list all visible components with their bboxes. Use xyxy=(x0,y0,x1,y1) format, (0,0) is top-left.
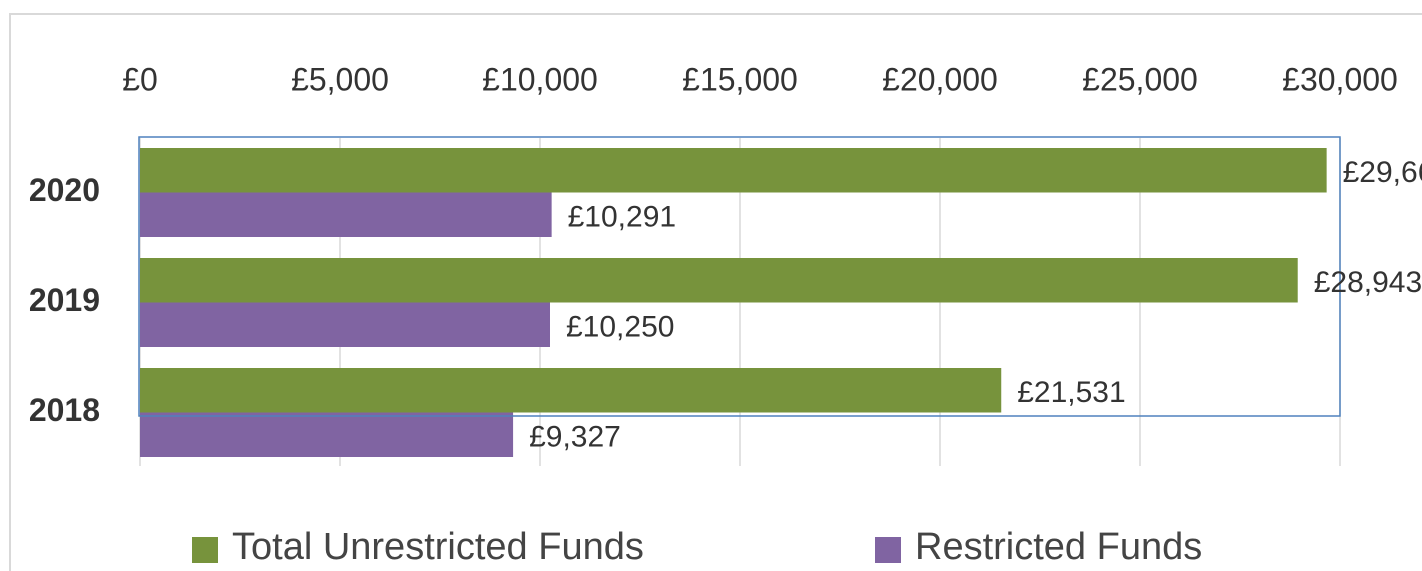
data-label: £10,250 xyxy=(566,311,674,344)
labels: £0 £5,000 £10,000 £15,000 £20,000 £25,000 £30,… xyxy=(29,61,1422,568)
data-label: £21,531 xyxy=(1017,376,1125,409)
bar xyxy=(140,192,552,237)
data-label: £9,327 xyxy=(529,421,621,454)
bar xyxy=(140,302,550,347)
legend-swatch xyxy=(192,537,218,563)
legend-swatch xyxy=(875,537,901,563)
bar xyxy=(140,148,1327,193)
legend-label: Restricted Funds xyxy=(915,526,1202,568)
x-tick-label: £10,000 xyxy=(482,61,598,97)
selection-box xyxy=(138,136,1341,417)
data-label: £10,291 xyxy=(568,201,676,234)
x-tick-label: £20,000 xyxy=(882,61,998,97)
category-label: 2018 xyxy=(29,392,100,428)
bar xyxy=(140,412,514,457)
x-tick-label: £0 xyxy=(122,61,158,97)
bar xyxy=(140,368,1002,413)
x-tick-label: £30,000 xyxy=(1282,61,1398,97)
chart-border xyxy=(9,13,1422,571)
data-label: £28,943 xyxy=(1314,266,1422,299)
bar xyxy=(140,258,1298,303)
category-label: 2020 xyxy=(29,172,100,208)
bars xyxy=(140,148,1327,457)
x-tick-label: £5,000 xyxy=(291,61,389,97)
x-tick-label: £15,000 xyxy=(682,61,798,97)
category-label: 2019 xyxy=(29,282,100,318)
legend-label: Total Unrestricted Funds xyxy=(232,526,644,568)
x-tick-label: £25,000 xyxy=(1082,61,1198,97)
data-label: £29,666 xyxy=(1343,156,1422,189)
